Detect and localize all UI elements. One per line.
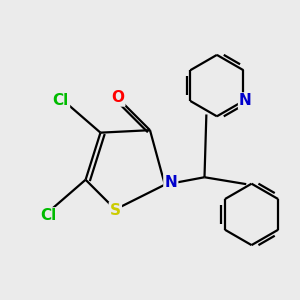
Text: O: O bbox=[111, 91, 124, 106]
Text: S: S bbox=[110, 203, 121, 218]
Text: N: N bbox=[164, 175, 177, 190]
Text: N: N bbox=[239, 94, 252, 109]
Text: Cl: Cl bbox=[53, 93, 69, 108]
Text: Cl: Cl bbox=[40, 208, 57, 224]
